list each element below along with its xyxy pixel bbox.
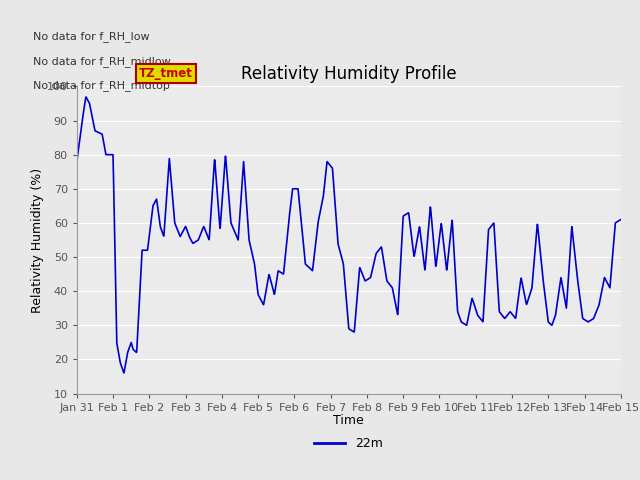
X-axis label: Time: Time (333, 414, 364, 427)
Text: TZ_tmet: TZ_tmet (140, 67, 193, 80)
Text: No data for f_RH_midlow: No data for f_RH_midlow (33, 56, 171, 67)
Text: No data for f_RH_midtop: No data for f_RH_midtop (33, 80, 170, 91)
Text: No data for f_RH_low: No data for f_RH_low (33, 31, 150, 42)
Legend: 22m: 22m (309, 432, 388, 455)
Title: Relativity Humidity Profile: Relativity Humidity Profile (241, 65, 456, 84)
Y-axis label: Relativity Humidity (%): Relativity Humidity (%) (31, 168, 44, 312)
